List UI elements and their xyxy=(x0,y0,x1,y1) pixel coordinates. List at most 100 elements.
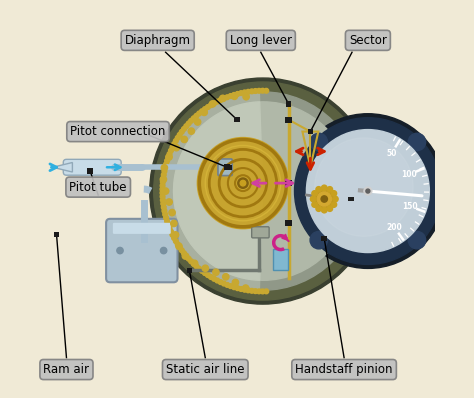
Circle shape xyxy=(231,93,237,100)
Circle shape xyxy=(321,196,328,202)
Circle shape xyxy=(206,273,210,277)
Polygon shape xyxy=(173,102,263,280)
Circle shape xyxy=(177,245,182,250)
Circle shape xyxy=(201,109,208,115)
FancyBboxPatch shape xyxy=(106,219,177,282)
Circle shape xyxy=(215,99,219,104)
FancyBboxPatch shape xyxy=(218,159,232,176)
Circle shape xyxy=(163,212,168,217)
Circle shape xyxy=(364,187,372,195)
Circle shape xyxy=(163,165,168,170)
Circle shape xyxy=(173,139,178,143)
FancyBboxPatch shape xyxy=(285,180,292,186)
Circle shape xyxy=(161,179,165,184)
FancyBboxPatch shape xyxy=(113,223,171,234)
Circle shape xyxy=(215,278,219,283)
Circle shape xyxy=(161,205,166,210)
Circle shape xyxy=(181,136,187,142)
Circle shape xyxy=(173,239,178,244)
Text: Handstaff pinion: Handstaff pinion xyxy=(295,363,393,376)
Circle shape xyxy=(164,92,362,290)
Circle shape xyxy=(197,111,201,116)
Circle shape xyxy=(333,196,338,202)
Circle shape xyxy=(213,269,219,275)
Circle shape xyxy=(194,264,199,269)
Circle shape xyxy=(188,128,194,134)
Circle shape xyxy=(238,178,248,188)
Circle shape xyxy=(165,158,170,163)
Circle shape xyxy=(221,96,226,101)
Circle shape xyxy=(166,154,172,160)
Circle shape xyxy=(171,220,177,226)
Circle shape xyxy=(189,119,193,123)
Circle shape xyxy=(256,289,262,294)
Circle shape xyxy=(161,176,165,181)
Circle shape xyxy=(249,289,254,293)
Circle shape xyxy=(246,288,251,293)
Circle shape xyxy=(160,183,165,188)
Circle shape xyxy=(243,94,249,100)
Text: Pitot tube: Pitot tube xyxy=(69,181,127,193)
Circle shape xyxy=(169,148,173,153)
Circle shape xyxy=(218,280,223,285)
Circle shape xyxy=(161,164,167,171)
Circle shape xyxy=(194,119,201,125)
Circle shape xyxy=(331,191,337,196)
Circle shape xyxy=(317,192,331,206)
Text: Pitot connection: Pitot connection xyxy=(70,125,166,138)
Circle shape xyxy=(310,133,328,151)
Circle shape xyxy=(313,188,336,210)
Circle shape xyxy=(160,191,165,195)
Circle shape xyxy=(161,248,167,254)
Circle shape xyxy=(408,133,426,151)
Circle shape xyxy=(327,206,333,211)
Circle shape xyxy=(191,260,198,267)
FancyBboxPatch shape xyxy=(252,227,269,238)
Circle shape xyxy=(161,201,165,206)
Circle shape xyxy=(209,103,213,107)
Circle shape xyxy=(173,144,180,151)
Circle shape xyxy=(294,118,441,264)
Circle shape xyxy=(321,207,327,213)
Circle shape xyxy=(256,88,262,93)
Circle shape xyxy=(249,89,254,94)
Circle shape xyxy=(223,274,229,280)
Circle shape xyxy=(182,253,189,259)
Circle shape xyxy=(175,242,180,247)
Circle shape xyxy=(200,109,204,113)
Circle shape xyxy=(210,101,216,107)
Circle shape xyxy=(228,94,233,98)
Circle shape xyxy=(186,121,191,126)
Circle shape xyxy=(239,91,244,96)
Circle shape xyxy=(150,78,376,304)
Circle shape xyxy=(197,138,289,229)
Circle shape xyxy=(191,116,196,121)
Circle shape xyxy=(235,286,240,291)
Circle shape xyxy=(162,209,167,213)
Circle shape xyxy=(186,256,191,261)
Circle shape xyxy=(182,127,186,131)
Circle shape xyxy=(161,172,166,177)
Circle shape xyxy=(164,215,168,220)
Circle shape xyxy=(264,289,269,294)
Circle shape xyxy=(408,231,426,249)
FancyBboxPatch shape xyxy=(64,159,121,175)
Circle shape xyxy=(260,289,265,294)
Circle shape xyxy=(194,113,199,118)
Circle shape xyxy=(189,259,193,264)
Circle shape xyxy=(315,138,413,236)
Circle shape xyxy=(162,169,167,174)
Circle shape xyxy=(253,89,258,94)
FancyBboxPatch shape xyxy=(321,236,327,242)
Circle shape xyxy=(179,248,184,253)
Circle shape xyxy=(164,162,168,167)
Text: 200: 200 xyxy=(386,223,402,232)
Circle shape xyxy=(240,180,246,186)
FancyBboxPatch shape xyxy=(308,129,313,135)
Circle shape xyxy=(232,92,237,97)
Circle shape xyxy=(172,236,176,240)
Circle shape xyxy=(197,266,201,271)
FancyBboxPatch shape xyxy=(187,268,192,273)
Circle shape xyxy=(161,198,165,203)
Circle shape xyxy=(167,152,172,156)
